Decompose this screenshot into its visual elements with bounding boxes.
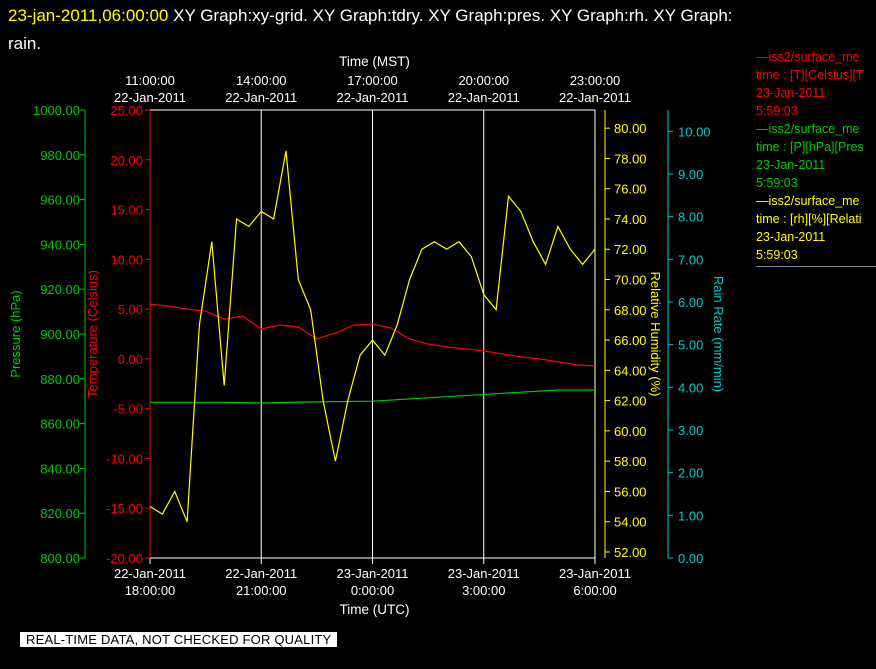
temperature-tick-label: -20.00 <box>106 551 143 566</box>
humidity-tick-label: 68.00 <box>614 303 647 318</box>
humidity-tick-label: 64.00 <box>614 363 647 378</box>
humidity-tick-label: 66.00 <box>614 333 647 348</box>
rain-tick-label: 6.00 <box>678 295 703 310</box>
rain-tick-label: 10.00 <box>678 124 711 139</box>
humidity-tick-label: 76.00 <box>614 182 647 197</box>
legend-divider <box>756 266 876 267</box>
humidity-tick-label: 56.00 <box>614 484 647 499</box>
top-tick-date: 22-Jan-2011 <box>559 90 631 105</box>
legend-series-date: 23-Jan-2011 <box>756 86 826 100</box>
legend-series-variable: time : [P][hPa][Pres <box>756 140 864 154</box>
temperature-tick-label: 20.00 <box>110 153 143 168</box>
rain-tick-label: 2.00 <box>678 466 703 481</box>
legend-humidity: —iss2/surface_me time : [rh][%][Relati 2… <box>756 192 876 264</box>
top-axis-title: Time (MST) <box>339 54 410 69</box>
pressure-tick-label: 820.00 <box>40 506 80 521</box>
humidity-tick-label: 78.00 <box>614 151 647 166</box>
temperature-tick-label: -5.00 <box>113 402 143 417</box>
top-tick-date: 22-Jan-2011 <box>225 90 297 105</box>
legend-series-variable: time : [T][Celsius][T <box>756 68 864 82</box>
pressure-axis-title: Pressure (hPa) <box>8 290 23 377</box>
legend-series-time: 5:59:03 <box>756 176 798 190</box>
pressure-tick-label: 800.00 <box>40 551 80 566</box>
legend-pressure: —iss2/surface_me time : [P][hPa][Pres 23… <box>756 120 876 192</box>
rain-tick-label: 4.00 <box>678 380 703 395</box>
legend-series-name: iss2/surface_me <box>768 194 860 208</box>
header-graph-list-cont: rain. <box>8 34 42 53</box>
top-tick-date: 22-Jan-2011 <box>114 90 186 105</box>
top-tick-date: 22-Jan-2011 <box>336 90 408 105</box>
legend-temperature: —iss2/surface_me time : [T][Celsius][T 2… <box>756 48 876 120</box>
pressure-series-line <box>150 389 595 404</box>
x-tick-time: 0:00:00 <box>351 583 394 598</box>
legend-series-date: 23-Jan-2011 <box>756 158 826 172</box>
pressure-tick-label: 860.00 <box>40 417 80 432</box>
x-tick-time: 21:00:00 <box>236 583 287 598</box>
humidity-series-line <box>149 150 596 522</box>
x-tick-time: 3:00:00 <box>462 583 505 598</box>
legend-series-name: iss2/surface_me <box>768 50 860 64</box>
pressure-tick-label: 920.00 <box>40 282 80 297</box>
legend-series-name: iss2/surface_me <box>768 122 860 136</box>
temperature-tick-label: 10.00 <box>110 252 143 267</box>
legend-rain <box>756 264 876 268</box>
rain-tick-label: 7.00 <box>678 252 703 267</box>
pressure-tick-label: 940.00 <box>40 237 80 252</box>
humidity-tick-label: 62.00 <box>614 394 647 409</box>
rain-tick-label: 8.00 <box>678 210 703 225</box>
x-tick-date: 23-Jan-2011 <box>448 566 520 581</box>
rain-tick-label: 3.00 <box>678 423 703 438</box>
x-tick-date: 23-Jan-2011 <box>336 566 408 581</box>
x-tick-date: 22-Jan-2011 <box>225 566 297 581</box>
humidity-tick-label: 60.00 <box>614 424 647 439</box>
temperature-series-line <box>149 303 596 367</box>
top-tick-date: 22-Jan-2011 <box>448 90 520 105</box>
pressure-tick-label: 840.00 <box>40 461 80 476</box>
legend-series-time: 5:59:03 <box>756 248 798 262</box>
pressure-tick-label: 880.00 <box>40 372 80 387</box>
x-tick-time: 6:00:00 <box>573 583 616 598</box>
pressure-tick-label: 1000.00 <box>33 103 80 118</box>
top-tick-time: 23:00:00 <box>570 73 621 88</box>
temperature-tick-label: -15.00 <box>106 501 143 516</box>
top-tick-time: 14:00:00 <box>236 73 287 88</box>
rain-tick-label: 0.00 <box>678 551 703 566</box>
header-graph-list: XY Graph:xy-grid. XY Graph:tdry. XY Grap… <box>173 6 733 25</box>
temperature-tick-label: 15.00 <box>110 203 143 218</box>
humidity-tick-label: 74.00 <box>614 212 647 227</box>
top-tick-time: 17:00:00 <box>347 73 398 88</box>
top-tick-time: 20:00:00 <box>458 73 509 88</box>
temperature-tick-label: 0.00 <box>118 352 143 367</box>
header-timestamp: 23-jan-2011,06:00:00 <box>8 6 169 25</box>
quality-notice: REAL-TIME DATA, NOT CHECKED FOR QUALITY <box>20 632 338 647</box>
temperature-tick-label: 5.00 <box>118 302 143 317</box>
rain-tick-label: 9.00 <box>678 167 703 182</box>
rain-axis-title: Rain Rate (mm/min) <box>711 276 726 392</box>
top-tick-time: 11:00:00 <box>125 73 175 88</box>
humidity-tick-label: 80.00 <box>614 121 647 136</box>
humidity-tick-label: 72.00 <box>614 242 647 257</box>
pressure-tick-label: 900.00 <box>40 327 80 342</box>
temperature-tick-label: 25.00 <box>110 103 143 118</box>
x-tick-date: 22-Jan-2011 <box>114 566 186 581</box>
x-tick-date: 23-Jan-2011 <box>559 566 631 581</box>
legend-series-time: 5:59:03 <box>756 104 798 118</box>
graph-header: 23-jan-2011,06:00:00 XY Graph:xy-grid. X… <box>8 2 858 58</box>
x-axis-title: Time (UTC) <box>340 602 410 617</box>
humidity-tick-label: 54.00 <box>614 515 647 530</box>
humidity-tick-label: 52.00 <box>614 545 647 560</box>
rain-tick-label: 5.00 <box>678 338 703 353</box>
pressure-tick-label: 980.00 <box>40 148 80 163</box>
temperature-tick-label: -10.00 <box>106 451 143 466</box>
temperature-axis-title: Temperature (Celsius) <box>85 270 100 398</box>
rain-tick-label: 1.00 <box>678 508 703 523</box>
humidity-tick-label: 70.00 <box>614 273 647 288</box>
legend-series-variable: time : [rh][%][Relati <box>756 212 862 226</box>
legend-series-date: 23-Jan-2011 <box>756 230 826 244</box>
pressure-tick-label: 960.00 <box>40 193 80 208</box>
humidity-tick-label: 58.00 <box>614 454 647 469</box>
x-tick-time: 18:00:00 <box>125 583 176 598</box>
humidity-axis-title: Relative Humidity (%) <box>648 272 663 397</box>
